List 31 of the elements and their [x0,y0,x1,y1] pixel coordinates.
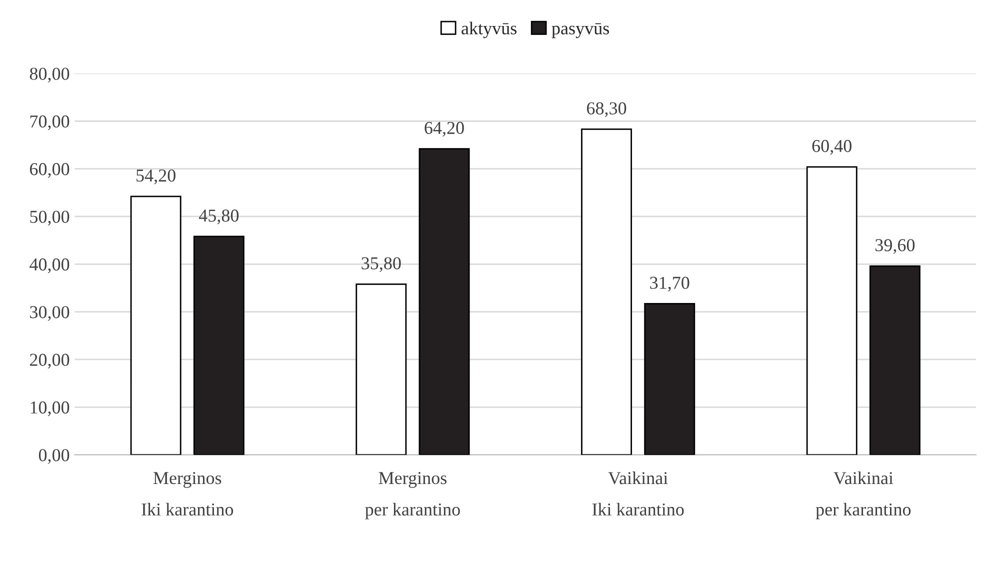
bar [869,265,920,455]
y-tick-label: 20,00 [30,354,70,369]
bar [581,128,632,455]
x-tick-label: Merginos Iki karantino [142,472,234,516]
bar [193,236,244,455]
data-label: 60,40 [812,140,852,155]
bar [356,283,407,455]
data-label: 64,20 [424,122,464,137]
x-tick-label: Merginos per karantino [365,472,460,520]
y-tick-label: 40,00 [30,258,70,274]
y-tick-label: 30,00 [30,306,70,321]
data-label: 35,80 [362,257,401,272]
bar [644,303,696,455]
y-tick-label: 50,00 [30,210,70,226]
y-tick-label: 60,00 [30,163,70,178]
legend-label: pasyvūs [552,23,609,38]
bar [418,148,470,455]
data-label: 54,20 [136,169,176,184]
legend-label: aktyvūs [462,22,517,38]
data-label: 31,70 [650,276,690,292]
bar [130,196,182,455]
y-tick-label: 10,00 [30,401,70,416]
data-label: 68,30 [586,102,626,118]
y-tick-label: 80,00 [30,68,70,82]
y-tick-label: 70,00 [30,115,70,130]
x-tick-label: Vaikinai per karantino [816,471,911,520]
y-tick-label: 0,00 [38,449,70,464]
data-label: 39,60 [876,239,915,254]
data-label: 45,80 [198,210,239,224]
bar [806,166,858,455]
x-tick-label: Vaikinai Iki karantino [592,471,684,516]
